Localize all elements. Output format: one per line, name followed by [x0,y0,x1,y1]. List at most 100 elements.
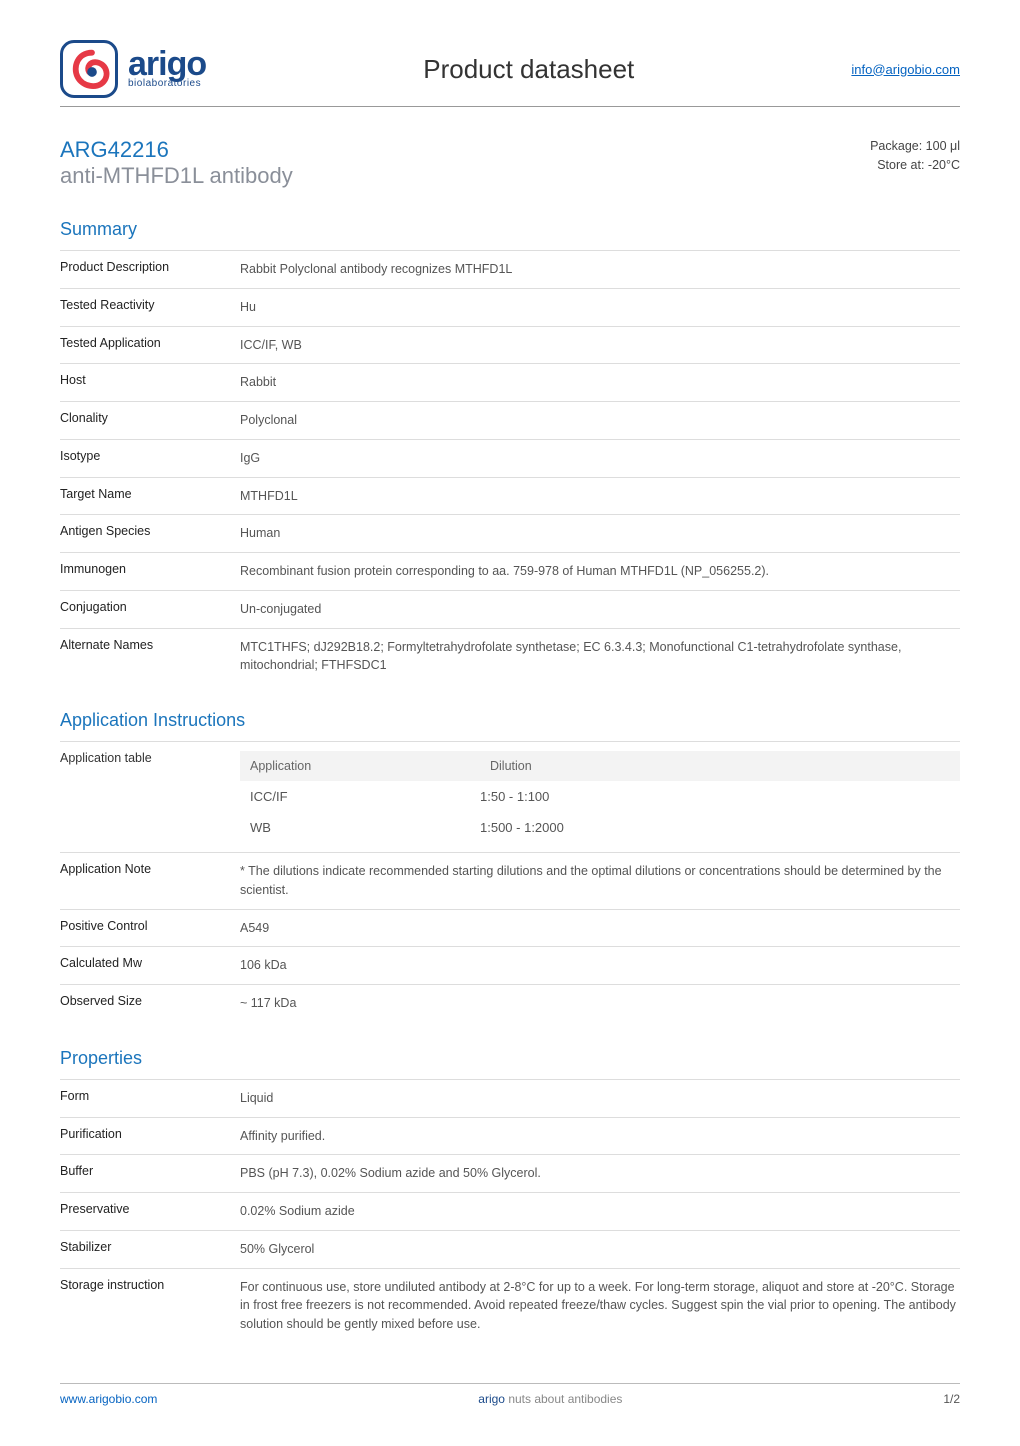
email-link[interactable]: info@arigobio.com [851,62,960,77]
kv-row: Stabilizer50% Glycerol [60,1230,960,1268]
kv-row: FormLiquid [60,1079,960,1117]
app-cell: 1:50 - 1:100 [480,789,950,804]
kv-key: Product Description [60,260,240,274]
kv-row: Storage instructionFor continuous use, s… [60,1268,960,1343]
kv-key: Purification [60,1127,240,1141]
kv-row: HostRabbit [60,363,960,401]
properties-title: Properties [60,1048,960,1069]
summary-list: Product DescriptionRabbit Polyclonal ant… [60,250,960,684]
kv-key: Conjugation [60,600,240,614]
kv-value: MTC1THFS; dJ292B18.2; Formyltetrahydrofo… [240,638,960,676]
app-table-data-row: WB1:500 - 1:2000 [240,812,960,843]
kv-row: Alternate NamesMTC1THFS; dJ292B18.2; For… [60,628,960,685]
kv-value: 50% Glycerol [240,1240,960,1259]
kv-key: Host [60,373,240,387]
kv-row: Tested ReactivityHu [60,288,960,326]
app-table-data-row: ICC/IF1:50 - 1:100 [240,781,960,812]
kv-value: Affinity purified. [240,1127,960,1146]
kv-value: A549 [240,919,960,938]
kv-value: MTHFD1L [240,487,960,506]
kv-value: Hu [240,298,960,317]
kv-key: Buffer [60,1164,240,1178]
kv-value: * The dilutions indicate recommended sta… [240,862,960,900]
logo-block: arigo biolaboratories [60,40,206,98]
app-cell: ICC/IF [240,789,480,804]
kv-key: Preservative [60,1202,240,1216]
kv-key: Form [60,1089,240,1103]
page-number: 1/2 [943,1392,960,1406]
app-table-label: Application table [60,751,240,843]
kv-row: PurificationAffinity purified. [60,1117,960,1155]
kv-row: ClonalityPolyclonal [60,401,960,439]
kv-row: Product DescriptionRabbit Polyclonal ant… [60,250,960,288]
kv-value: Polyclonal [240,411,960,430]
kv-key: Tested Reactivity [60,298,240,312]
app-rest-list: Application Note* The dilutions indicate… [60,852,960,1022]
kv-key: Isotype [60,449,240,463]
kv-key: Application Note [60,862,240,876]
kv-value: Un-conjugated [240,600,960,619]
page-footer: www.arigobio.com arigo nuts about antibo… [60,1383,960,1406]
kv-row: Observed Size~ 117 kDa [60,984,960,1022]
app-table-header: Application Dilution [240,751,960,781]
storage-line: Store at: -20°C [870,156,960,175]
package-line: Package: 100 μl [870,137,960,156]
kv-key: Storage instruction [60,1278,240,1292]
kv-value: 0.02% Sodium azide [240,1202,960,1221]
kv-key: Tested Application [60,336,240,350]
kv-key: Positive Control [60,919,240,933]
app-cell: WB [240,820,480,835]
kv-value: Recombinant fusion protein corresponding… [240,562,960,581]
kv-key: Antigen Species [60,524,240,538]
summary-title: Summary [60,219,960,240]
kv-row: Preservative0.02% Sodium azide [60,1192,960,1230]
kv-value: Liquid [240,1089,960,1108]
kv-value: Rabbit Polyclonal antibody recognizes MT… [240,260,960,279]
kv-value: Rabbit [240,373,960,392]
kv-key: Observed Size [60,994,240,1008]
kv-row: ConjugationUn-conjugated [60,590,960,628]
footer-url[interactable]: www.arigobio.com [60,1392,157,1406]
kv-value: ICC/IF, WB [240,336,960,355]
kv-row: Target NameMTHFD1L [60,477,960,515]
kv-row: IsotypeIgG [60,439,960,477]
app-cell: 1:500 - 1:2000 [480,820,950,835]
product-name: anti-MTHFD1L antibody [60,163,293,189]
kv-key: Stabilizer [60,1240,240,1254]
brand-sub: biolaboratories [128,78,206,89]
footer-tagline: nuts about antibodies [508,1392,622,1406]
app-instructions-title: Application Instructions [60,710,960,731]
page-header: arigo biolaboratories Product datasheet … [60,40,960,107]
kv-key: Clonality [60,411,240,425]
kv-row: BufferPBS (pH 7.3), 0.02% Sodium azide a… [60,1154,960,1192]
package-info: Package: 100 μl Store at: -20°C [870,137,960,175]
brand-name: arigo [128,49,206,80]
kv-key: Calculated Mw [60,956,240,970]
app-table-header-col1: Application [240,751,480,781]
logo-icon [60,40,118,98]
kv-key: Immunogen [60,562,240,576]
kv-value: ~ 117 kDa [240,994,960,1013]
footer-brand: arigo [478,1392,505,1406]
properties-list: FormLiquidPurificationAffinity purified.… [60,1079,960,1343]
product-code: ARG42216 [60,137,293,163]
kv-row: ImmunogenRecombinant fusion protein corr… [60,552,960,590]
app-table-row: Application table Application Dilution I… [60,741,960,852]
kv-row: Application Note* The dilutions indicate… [60,852,960,909]
kv-value: PBS (pH 7.3), 0.02% Sodium azide and 50%… [240,1164,960,1183]
kv-value: Human [240,524,960,543]
product-row: ARG42216 anti-MTHFD1L antibody Package: … [60,137,960,189]
app-table: Application Dilution ICC/IF1:50 - 1:100W… [240,751,960,843]
kv-row: Antigen SpeciesHuman [60,514,960,552]
page-title: Product datasheet [423,54,634,85]
kv-value: For continuous use, store undiluted anti… [240,1278,960,1334]
app-table-header-col2: Dilution [480,751,960,781]
kv-key: Alternate Names [60,638,240,652]
kv-value: 106 kDa [240,956,960,975]
kv-row: Positive ControlA549 [60,909,960,947]
footer-brand-tag: arigo nuts about antibodies [478,1392,622,1406]
kv-value: IgG [240,449,960,468]
kv-row: Calculated Mw106 kDa [60,946,960,984]
kv-key: Target Name [60,487,240,501]
kv-row: Tested ApplicationICC/IF, WB [60,326,960,364]
